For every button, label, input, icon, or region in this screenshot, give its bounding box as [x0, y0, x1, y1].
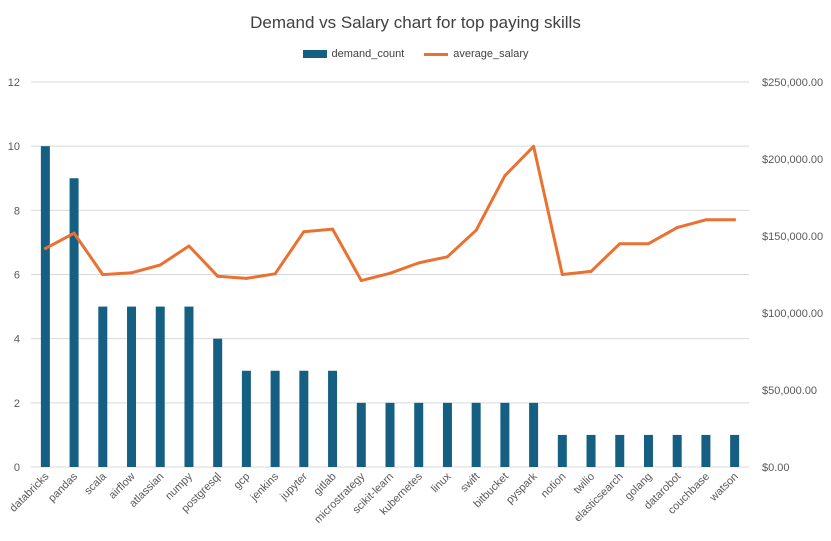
bar-elasticsearch: [615, 434, 625, 467]
x-tick-label-watson: watson: [707, 471, 741, 505]
y-left-tick-label: 8: [14, 205, 20, 217]
x-tick-label-twilio: twilio: [571, 471, 597, 497]
y-left-tick-label: 12: [8, 77, 20, 89]
legend-label-demand: demand_count: [331, 48, 405, 60]
bar-microstrategy: [356, 402, 366, 467]
bar-databricks: [40, 146, 50, 467]
x-tick-label-jupyter: jupyter: [277, 470, 310, 503]
y-right-tick-label: $0.00: [762, 462, 790, 474]
salary-point-swift: [474, 228, 478, 232]
chart-title: Demand vs Salary chart for top paying sk…: [250, 13, 581, 32]
salary-point-atlassian: [158, 263, 162, 267]
bar-notion: [557, 434, 567, 467]
bar-pandas: [69, 178, 79, 467]
bar-kubernetes: [414, 402, 424, 467]
x-tick-label-gcp: gcp: [231, 471, 252, 492]
salary-point-elasticsearch: [618, 242, 622, 246]
y-left-tick-label: 2: [14, 398, 20, 410]
salary-point-kubernetes: [417, 261, 421, 265]
salary-point-notion: [560, 273, 564, 276]
salary-point-bitbucket: [503, 174, 507, 178]
bar-couchbase: [701, 434, 711, 467]
y-right-tick-label: $250,000.00: [762, 77, 823, 89]
y-right-tick-label: $100,000.00: [762, 308, 823, 320]
x-tick-label-jenkins: jenkins: [248, 470, 282, 504]
bar-airflow: [127, 306, 137, 467]
bar-scikit-learn: [385, 402, 395, 467]
y-right-tick-label: $200,000.00: [762, 154, 823, 166]
bar-postgresql: [213, 338, 223, 467]
bar-linux: [442, 402, 452, 467]
bar-gitlab: [328, 370, 338, 467]
bar-datarobot: [672, 434, 682, 467]
x-tick-label-swift: swift: [458, 471, 482, 495]
salary-point-linux: [445, 255, 449, 259]
y-right-tick-label: $150,000.00: [762, 231, 823, 243]
bar-twilio: [586, 434, 596, 467]
legend-swatch-demand: [302, 50, 327, 58]
legend-swatch-salary: [424, 52, 449, 56]
bar-jenkins: [270, 370, 280, 467]
x-tick-label-pandas: pandas: [46, 470, 80, 504]
bar-golang: [643, 434, 653, 467]
bar-jupyter: [299, 370, 309, 467]
salary-point-scikit-learn: [388, 271, 392, 275]
x-tick-label-linux: linux: [429, 470, 454, 495]
bar-pyspark: [529, 402, 539, 467]
salary-point-gitlab: [331, 227, 335, 231]
salary-point-pandas: [72, 231, 76, 235]
salary-point-databricks: [43, 246, 47, 250]
y-left-tick-label: 10: [8, 141, 20, 153]
salary-point-airflow: [130, 271, 134, 275]
bar-swift: [471, 402, 481, 467]
salary-point-scala: [101, 273, 105, 277]
salary-point-numpy: [187, 244, 191, 248]
salary-point-jupyter: [302, 230, 306, 234]
salary-point-postgresql: [216, 274, 220, 278]
bar-watson: [730, 434, 740, 467]
bar-numpy: [184, 306, 194, 467]
bar-scala: [98, 306, 108, 467]
legend-item-demand: demand_count: [302, 48, 405, 60]
bar-gcp: [241, 370, 251, 467]
y-left-tick-label: 6: [14, 270, 20, 282]
salary-point-datarobot: [675, 226, 679, 230]
y-left-tick-label: 4: [14, 334, 20, 346]
salary-point-twilio: [589, 269, 593, 273]
legend-label-salary: average_salary: [453, 48, 529, 60]
x-tick-label-pyspark: pyspark: [504, 470, 540, 506]
x-tick-label-databricks: databricks: [8, 470, 52, 514]
salary-line: [44, 144, 735, 283]
y-right-tick-label: $50,000.00: [762, 385, 817, 397]
bar-bitbucket: [500, 402, 510, 467]
y-left-tick-label: 0: [14, 462, 20, 474]
salary-point-golang: [646, 242, 650, 246]
legend: demand_count average_salary: [0, 48, 831, 60]
x-tick-label-notion: notion: [539, 471, 569, 501]
bar-atlassian: [155, 306, 165, 467]
salary-point-watson: [733, 218, 737, 222]
salary-point-gcp: [244, 276, 248, 280]
salary-point-jenkins: [273, 272, 277, 276]
salary-point-microstrategy: [359, 279, 363, 283]
salary-point-pyspark: [532, 144, 536, 148]
legend-item-salary: average_salary: [424, 48, 529, 60]
salary-point-couchbase: [704, 218, 708, 222]
